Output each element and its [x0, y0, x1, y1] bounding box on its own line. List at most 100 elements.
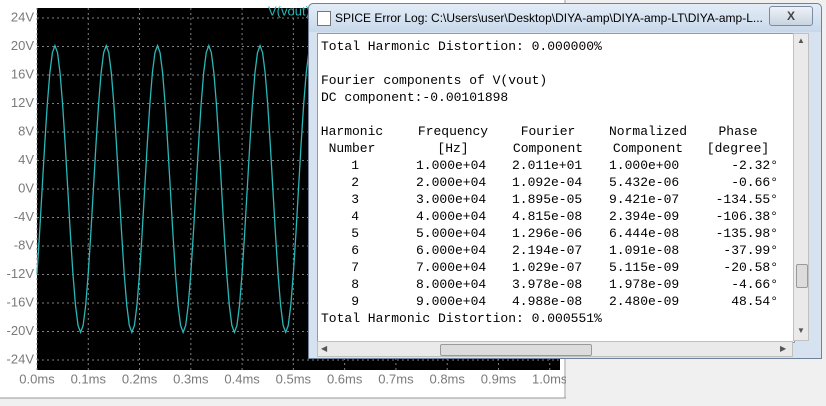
trace-label: V(vout)	[268, 3, 310, 18]
log-text-line: 2.480e-09	[609, 294, 680, 309]
log-text-line: Phase	[718, 124, 758, 139]
x-tick-label: 0.9ms	[481, 371, 517, 386]
log-text-line: 6	[351, 243, 359, 258]
log-text-line: 1.000e+04	[416, 158, 487, 173]
log-text-line: Harmonic	[320, 124, 384, 139]
y-tick-label: 0V	[18, 180, 34, 195]
y-tick-label: 24V	[11, 9, 34, 24]
y-tick-label: -24V	[7, 351, 35, 366]
trace	[36, 43, 320, 335]
log-text-line: -4.66°	[731, 277, 778, 292]
y-tick-label: 8V	[18, 123, 34, 138]
log-text-line: 6.444e-08	[609, 226, 680, 241]
title-bar[interactable]: SPICE Error Log: C:\Users\user\Desktop\D…	[309, 4, 821, 32]
log-text-line: 5.000e+04	[416, 226, 487, 241]
log-text-line: -37.99°	[723, 243, 778, 258]
log-text-line: 6.000e+04	[416, 243, 487, 258]
log-text-line: 9	[351, 294, 359, 309]
log-text-line: -20.58°	[723, 260, 778, 275]
log-text-line: -0.66°	[731, 175, 778, 190]
window-title: SPICE Error Log: C:\Users\user\Desktop\D…	[335, 11, 763, 25]
x-tick-label: 0.3ms	[173, 371, 209, 386]
log-text-line: Frequency	[417, 124, 489, 139]
log-text-line: 1.895e-05	[512, 192, 583, 207]
log-text-line: 4.815e-08	[512, 209, 583, 224]
y-tick-label: -4V	[14, 209, 35, 224]
log-text-line: 4	[351, 209, 359, 224]
close-button[interactable]: X	[769, 6, 813, 26]
log-text-line: DC component:-0.00101898	[321, 90, 509, 105]
x-tick-label: 0.2ms	[122, 371, 158, 386]
y-tick-label: -12V	[7, 266, 35, 281]
log-text-line: Component	[512, 141, 584, 156]
log-text-line: 1.296e-06	[512, 226, 583, 241]
log-text-line: 3.978e-08	[512, 277, 583, 292]
log-text-line: 3	[351, 192, 359, 207]
x-tick-label: 0.8ms	[429, 371, 465, 386]
log-text-line: 3.000e+04	[416, 192, 487, 207]
log-text-line: 1.091e-08	[609, 243, 680, 258]
x-tick-label: 0.7ms	[378, 371, 414, 386]
log-text-line: -2.32°	[731, 158, 778, 173]
scroll-right[interactable]: ▶	[780, 344, 787, 353]
log-text-line: 2.194e-07	[512, 243, 583, 258]
y-tick-label: 20V	[11, 38, 34, 53]
log-text-line: 9.421e-07	[609, 192, 680, 207]
x-tick-label: 0.6ms	[327, 371, 363, 386]
log-text-line: 5	[351, 226, 359, 241]
y-tick-label: 16V	[11, 66, 34, 81]
log-text-line: 9.000e+04	[416, 294, 487, 309]
y-tick-label: -16V	[7, 294, 35, 309]
vertical-scrollbar[interactable]: ▲ ▼	[793, 33, 809, 341]
x-tick-label: 0.1ms	[71, 371, 107, 386]
log-text-line: 2.394e-09	[609, 209, 680, 224]
log-text-line: Total Harmonic Distortion: 0.000000%	[321, 39, 602, 54]
x-tick-label: 0.5ms	[276, 371, 312, 386]
log-text-line: Number	[328, 141, 376, 156]
log-text-line: [degree]	[706, 141, 770, 156]
log-text-line: 2.000e+04	[416, 175, 487, 190]
log-text: Total Harmonic Distortion: 0.000000% Four…	[317, 33, 795, 343]
log-text-line: 4.988e-08	[512, 294, 583, 309]
log-text-line: Component	[612, 141, 684, 156]
error-log-window[interactable]: SPICE Error Log: C:\Users\user\Desktop\D…	[308, 3, 822, 359]
log-text-line: 1.029e-07	[512, 260, 583, 275]
log-text-line: Total Harmonic Distortion: 0.000551%	[321, 311, 602, 326]
log-text-line: Fourier	[520, 124, 576, 139]
scroll-down[interactable]: ▼	[797, 326, 805, 335]
log-text-line: 8.000e+04	[416, 277, 487, 292]
log-text-line: -135.98°	[715, 226, 778, 241]
log-text-line: Fourier components of V(vout)	[321, 73, 548, 88]
log-text-line: -106.38°	[715, 209, 778, 224]
scroll-left[interactable]: ◀	[321, 344, 328, 353]
y-tick-label: 4V	[18, 152, 34, 167]
log-text-line: 7	[351, 260, 359, 275]
log-text-line: 1.000e+00	[609, 158, 680, 173]
log-text-line: 2	[351, 175, 359, 190]
log-text-line: 8	[351, 277, 359, 292]
x-tick-label: 1.0ms	[532, 371, 566, 386]
log-text-line: 5.432e-06	[609, 175, 680, 190]
y-tick-label: -20V	[7, 323, 35, 338]
log-text-line: 1	[351, 158, 359, 173]
log-text-line: 1.092e-04	[512, 175, 583, 190]
window-icon	[317, 11, 331, 26]
x-tick-label: 0.0ms	[19, 371, 55, 386]
log-text-line: 7.000e+04	[416, 260, 487, 275]
log-text-line: 4.000e+04	[416, 209, 487, 224]
scroll-thumb[interactable]	[440, 344, 592, 356]
scroll-up[interactable]: ▲	[797, 36, 805, 45]
log-text-line: -134.55°	[715, 192, 778, 207]
log-text-line: 48.54°	[731, 294, 778, 309]
scroll-thumb[interactable]	[796, 264, 808, 288]
log-text-line: [Hz]	[437, 141, 469, 156]
log-text-line: Normalized	[608, 124, 688, 139]
y-tick-label: -8V	[14, 237, 35, 252]
log-text-line: 1.978e-09	[609, 277, 680, 292]
x-tick-label: 0.4ms	[224, 371, 260, 386]
log-text-line: 5.115e-09	[609, 260, 680, 275]
y-tick-label: 12V	[11, 95, 34, 110]
horizontal-scrollbar[interactable]: ◀ ▶	[317, 341, 793, 357]
log-text-line: 2.011e+01	[512, 158, 583, 173]
